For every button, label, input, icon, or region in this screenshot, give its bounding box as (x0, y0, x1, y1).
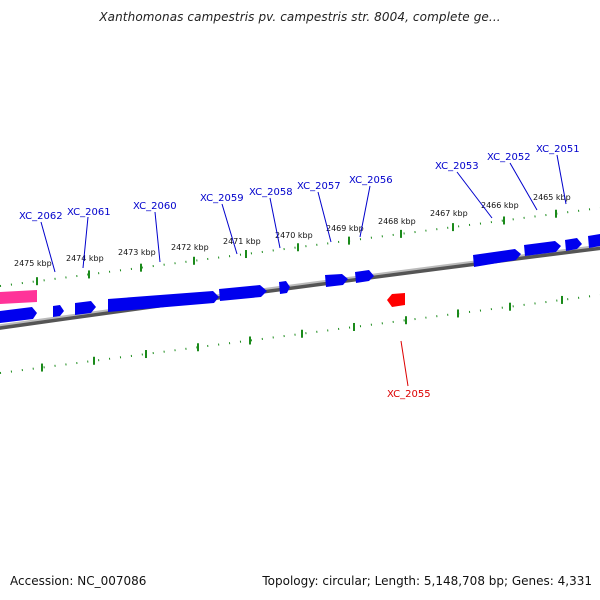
gene-arrow[interactable] (524, 241, 561, 256)
tick-label: 2469 kbp (326, 224, 364, 233)
forward-gene-track (0, 234, 600, 323)
tick-label: 2465 kbp (533, 193, 571, 202)
gene-label[interactable]: XC_2059 (200, 193, 244, 204)
tick-label: 2474 kbp (66, 254, 104, 263)
map-title: Xanthomonas campestris pv. campestris st… (99, 10, 501, 24)
tick-label: 2467 kbp (430, 209, 468, 218)
gene-label[interactable]: XC_2061 (67, 207, 111, 218)
genome-backbone (0, 245, 600, 330)
gene-arrow[interactable] (565, 238, 582, 251)
gene-arrow[interactable] (279, 281, 290, 294)
gene-arrow[interactable] (325, 274, 348, 287)
gene-arrow[interactable] (75, 301, 96, 315)
tick-label: 2466 kbp (481, 201, 519, 210)
gene-label[interactable]: XC_2060 (133, 201, 177, 212)
tick-label: 2471 kbp (223, 237, 261, 246)
tick-label: 2475 kbp (14, 259, 52, 268)
gene-label[interactable]: XC_2053 (435, 161, 479, 172)
tick-label: 2470 kbp (275, 231, 313, 240)
tick-label: 2468 kbp (378, 217, 416, 226)
genome-summary-text: Topology: circular; Length: 5,148,708 bp… (262, 574, 592, 588)
tick-label: 2472 kbp (171, 243, 209, 252)
gene-arrow-highlighted[interactable] (0, 290, 37, 304)
gene-label[interactable]: XC_2051 (536, 144, 580, 155)
gene-label[interactable]: XC_2055 (387, 389, 431, 400)
gene-label[interactable]: XC_2058 (249, 187, 293, 198)
gene-arrow[interactable] (355, 270, 374, 283)
gene-arrow[interactable] (473, 249, 521, 267)
gene-arrow[interactable] (53, 305, 64, 317)
gene-arrow[interactable] (219, 285, 267, 301)
gene-label[interactable]: XC_2056 (349, 175, 393, 186)
tick-label: 2473 kbp (118, 248, 156, 257)
gene-label-lines (40, 154, 567, 387)
gene-arrow[interactable] (588, 234, 600, 248)
gene-arrow[interactable] (108, 291, 219, 312)
accession-text: Accession: NC_007086 (10, 574, 147, 588)
gene-arrow-reverse[interactable] (387, 293, 405, 307)
gene-label[interactable]: XC_2062 (19, 211, 63, 222)
gene-label[interactable]: XC_2057 (297, 181, 341, 192)
gene-label[interactable]: XC_2052 (487, 152, 531, 163)
gene-arrow[interactable] (0, 307, 37, 323)
